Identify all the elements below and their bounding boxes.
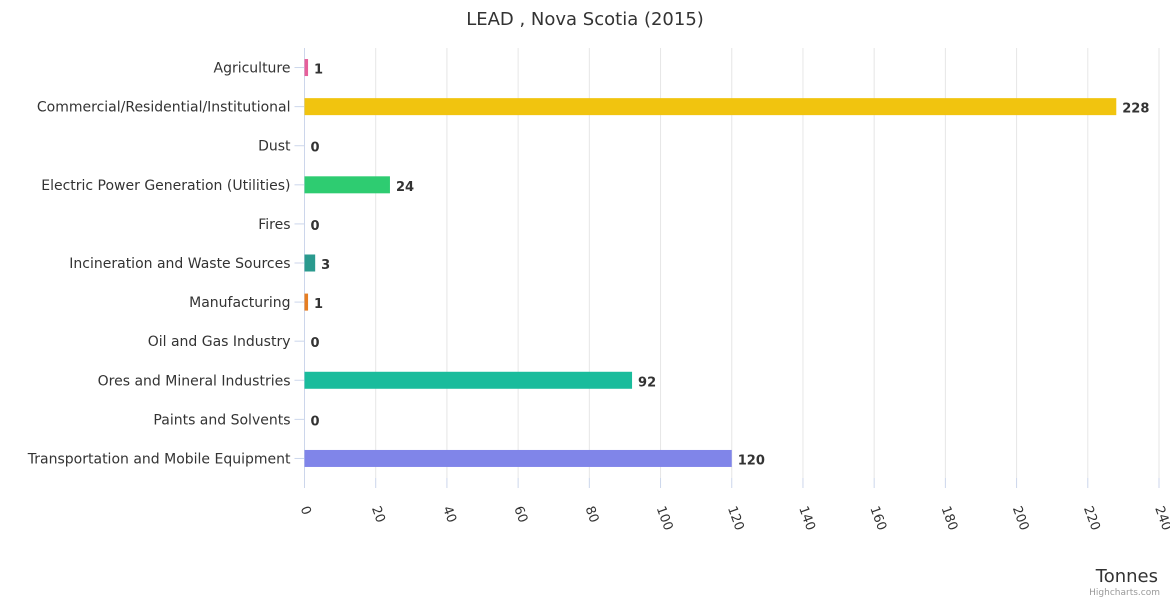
bar[interactable] <box>304 449 732 467</box>
x-tick-label: 20 <box>368 504 388 525</box>
data-label: 92 <box>638 375 656 390</box>
x-tick-label: 120 <box>724 504 747 532</box>
x-tick-label: 0 <box>297 504 314 517</box>
value-axis-title: Tonnes <box>1095 566 1158 587</box>
data-label: 1 <box>314 297 323 312</box>
bar[interactable] <box>304 59 309 77</box>
category-label: Fires <box>258 217 290 233</box>
category-label: Agriculture <box>214 61 291 77</box>
category-label: Paints and Solvents <box>153 412 290 428</box>
x-tick-label: 140 <box>795 504 818 532</box>
x-tick-label: 160 <box>866 504 889 532</box>
x-tick-label: 60 <box>510 504 530 525</box>
x-tick-label: 220 <box>1080 504 1103 532</box>
category-label: Oil and Gas Industry <box>148 334 291 350</box>
x-tick-label: 100 <box>653 504 676 532</box>
bar[interactable] <box>304 176 390 194</box>
x-tick-label: 80 <box>582 504 602 525</box>
data-label: 3 <box>321 258 330 273</box>
category-label: Incineration and Waste Sources <box>69 256 290 272</box>
bar[interactable] <box>304 254 316 272</box>
category-label: Ores and Mineral Industries <box>98 373 291 389</box>
bars: 1 228 0 24 0 3 1 0 92 0 120 <box>304 59 1149 468</box>
data-label: 120 <box>738 453 765 468</box>
x-axis-ticks: 0 20 40 60 80 100 120 140 160 180 200 220 240 <box>297 478 1170 533</box>
grid-lines <box>304 48 1160 478</box>
x-tick-label: 240 <box>1151 504 1170 532</box>
bar[interactable] <box>304 98 1117 116</box>
x-tick-label: 180 <box>938 504 961 532</box>
bar[interactable] <box>304 371 633 389</box>
category-label: Manufacturing <box>189 295 290 311</box>
category-label: Dust <box>258 139 291 155</box>
data-label: 0 <box>311 414 320 429</box>
data-label: 0 <box>311 141 320 156</box>
x-tick-label: 200 <box>1009 504 1032 532</box>
data-label: 0 <box>311 219 320 234</box>
data-label: 24 <box>396 180 414 195</box>
category-label: Electric Power Generation (Utilities) <box>41 178 290 194</box>
x-tick-label: 40 <box>439 504 459 525</box>
category-labels: Agriculture Commercial/Residential/Instit… <box>27 61 305 467</box>
data-label: 1 <box>314 63 323 78</box>
chart-title: LEAD , Nova Scotia (2015) <box>466 9 704 30</box>
category-label: Transportation and Mobile Equipment <box>27 451 291 467</box>
data-label: 228 <box>1122 102 1149 117</box>
data-label: 0 <box>311 336 320 351</box>
bar[interactable] <box>304 293 309 311</box>
credits-link[interactable]: Highcharts.com <box>1089 588 1160 598</box>
category-label: Commercial/Residential/Institutional <box>37 100 291 116</box>
